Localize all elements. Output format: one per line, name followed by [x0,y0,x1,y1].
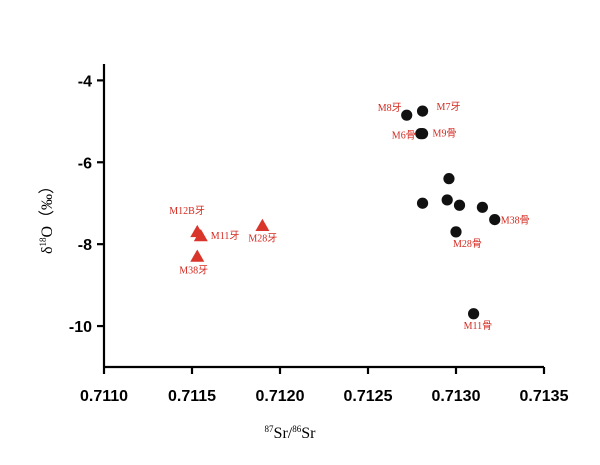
point-label: M28骨 [453,238,482,250]
circle-point [453,199,466,211]
x-tick-label: 0.7120 [256,388,305,405]
y-tick-label: -10 [69,319,92,336]
x-axis-label-part2: Sr [301,425,316,442]
x-axis-label: 87Sr/86Sr [265,424,317,442]
y-axis-label-sup: 18 [38,237,48,247]
point-labels: M12B牙 M11牙 M38牙 M28牙 M8牙 M7牙 M6骨 M9骨 M38骨 M28骨 M11… [169,101,529,332]
ticks: 0.7110 0.7115 0.7120 0.7125 0.7130 0.7135 -4 -6… [69,73,569,405]
axes [102,64,544,369]
circle-point [441,194,453,206]
point-label: M11牙 [211,230,240,242]
point-label: M12B牙 [169,205,205,217]
point-label: M38牙 [179,264,208,276]
y-tick-label: -6 [78,155,92,172]
point-label: M7牙 [437,101,461,113]
circle-point [416,105,429,117]
x-tick-label: 0.7130 [432,388,481,405]
x-tick-label: 0.7125 [344,388,393,405]
circle-point [416,128,429,140]
triangle-point [255,218,270,231]
x-axis-label-sup2: 86 [292,424,302,434]
x-tick-label: 0.7110 [80,388,128,405]
point-label: M8牙 [378,102,402,114]
y-axis-label-part1: δ [39,247,56,255]
circle-point [401,109,413,121]
circle-point [489,213,501,226]
point-label: M9骨 [433,128,457,140]
y-tick-label: -4 [78,73,92,90]
data-points [190,105,501,320]
point-label: M6骨 [392,130,416,142]
point-label: M38骨 [501,215,530,227]
circle-point [476,201,488,213]
circle-point [416,197,429,209]
x-axis-label-part1: Sr/ [274,425,293,442]
x-tick-label: 0.7115 [168,388,216,405]
point-label: M28牙 [248,233,277,245]
x-tick-label: 0.7135 [520,388,569,405]
circle-point [443,173,455,185]
triangle-point [190,249,205,262]
y-axis-label-part2: O（‰） [38,178,56,238]
circle-point [468,308,480,320]
y-axis-label: δ18O（‰） [38,178,56,254]
circle-point [450,226,462,238]
y-tick-label: -8 [78,237,92,254]
x-axis-label-sup1: 87 [265,424,275,434]
triangle-point [193,228,208,242]
point-label: M11骨 [464,320,493,332]
